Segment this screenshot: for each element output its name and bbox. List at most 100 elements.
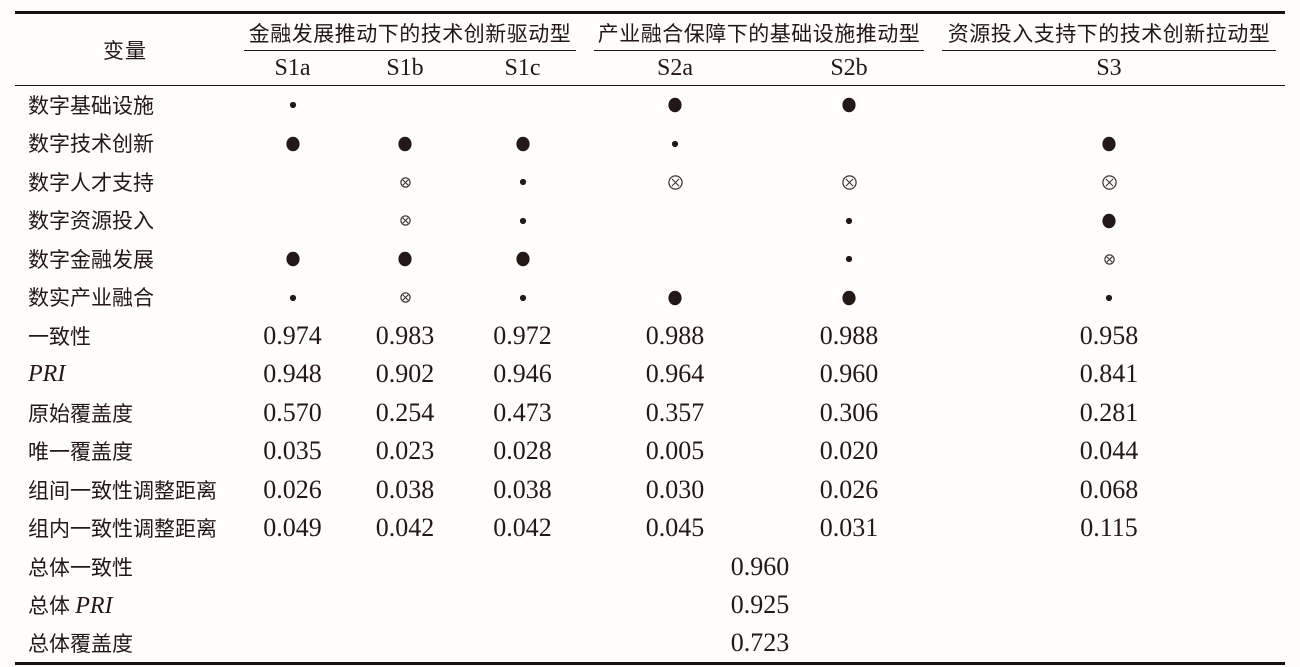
condition-cell-empty [765, 124, 933, 163]
peripheral-present-icon [519, 178, 526, 186]
condition-cell [765, 201, 933, 240]
condition-cell [585, 86, 765, 125]
row-label: 总体覆盖度 [15, 624, 235, 665]
condition-cell [933, 201, 1285, 240]
peripheral-present-icon [519, 217, 526, 224]
condition-cell [235, 124, 350, 163]
row-label: 一致性 [15, 317, 235, 356]
row-label-text: 唯一覆盖度 [28, 440, 133, 465]
summary-value: 0.925 [730, 590, 790, 620]
condition-cell [585, 124, 765, 163]
metric-value: 0.357 [645, 397, 705, 427]
condition-cell [350, 124, 460, 163]
metric-value: 0.983 [375, 320, 435, 350]
condition-cell [765, 278, 933, 317]
condition-row: 数实产业融合 [15, 278, 1285, 317]
condition-cell [235, 240, 350, 279]
condition-cell-empty [585, 240, 765, 279]
metric-row: 原始覆盖度 0.570 0.254 0.473 0.357 0.306 0.281 [15, 394, 1285, 433]
peripheral-present-icon [519, 294, 526, 301]
metric-value: 0.035 [263, 436, 322, 466]
row-label-text: PRI [75, 593, 113, 620]
metric-value: 0.473 [493, 397, 552, 427]
row-label: 数字技术创新 [15, 124, 235, 163]
condition-cell [350, 163, 460, 202]
row-label: 总体一致性 [15, 548, 235, 587]
summary-row: 总体 PRI 0.925 [15, 586, 1285, 625]
qca-configuration-table: 变量 金融发展推动下的技术创新驱动型 产业融合保障下的基础设施推动型 资源投入支… [15, 11, 1285, 665]
row-label: 唯一覆盖度 [15, 432, 235, 471]
metric-value: 0.974 [263, 320, 322, 350]
variable-column-header: 变量 [15, 11, 235, 86]
core-present-icon [842, 290, 856, 305]
metric-value: 0.281 [1079, 397, 1139, 427]
condition-cell [933, 163, 1285, 202]
peripheral-absent-icon [1103, 253, 1115, 265]
summary-value: 0.723 [235, 624, 1285, 665]
core-absent-icon [841, 174, 857, 190]
condition-cell [460, 163, 585, 202]
condition-cell-empty [350, 86, 460, 125]
row-label-text: 数字人才支持 [28, 170, 154, 195]
core-present-icon [285, 136, 300, 151]
group-header-s1: 金融发展推动下的技术创新驱动型 [235, 11, 585, 52]
core-present-icon [398, 251, 412, 267]
row-label-text: 数字资源投入 [28, 209, 154, 234]
metric-value: 0.841 [1079, 359, 1139, 389]
peripheral-absent-icon [399, 176, 411, 188]
metric-value: 0.958 [1079, 320, 1139, 350]
metric-value: 0.988 [819, 320, 879, 350]
core-present-icon [842, 98, 856, 113]
peripheral-present-icon [289, 294, 296, 301]
metric-value: 0.306 [819, 397, 879, 427]
core-absent-icon [1101, 174, 1117, 190]
metric-value: 0.972 [493, 320, 552, 350]
peripheral-absent-icon [399, 292, 411, 303]
metric-value: 0.045 [645, 513, 705, 543]
condition-cell-empty [933, 86, 1285, 125]
condition-row: 数字资源投入 [15, 201, 1285, 240]
metric-value: 0.946 [493, 359, 552, 389]
row-label: 原始覆盖度 [15, 394, 235, 433]
row-label: PRI [15, 355, 235, 394]
condition-row: 数字技术创新 [15, 124, 1285, 163]
peripheral-absent-icon [399, 215, 411, 226]
column-header-s2a: S2a [585, 51, 765, 86]
row-label-text: 数字基础设施 [28, 94, 154, 118]
metric-value: 0.570 [263, 397, 322, 427]
metric-value: 0.031 [819, 513, 879, 543]
condition-cell [765, 240, 933, 279]
group-header-s2: 产业融合保障下的基础设施推动型 [585, 11, 933, 52]
metric-value: 0.005 [645, 436, 705, 466]
condition-cell [585, 163, 765, 202]
row-label: 组内一致性调整距离 [15, 509, 235, 548]
summary-value: 0.960 [730, 551, 790, 581]
condition-cell [350, 278, 460, 317]
row-label-text: 总体一致性 [28, 555, 133, 580]
row-label-text: 总体覆盖度 [28, 632, 133, 656]
condition-cell [765, 163, 933, 202]
condition-cell [460, 124, 585, 163]
condition-cell [350, 201, 460, 240]
condition-cell [765, 86, 933, 125]
metric-row: 唯一覆盖度 0.035 0.023 0.028 0.005 0.020 0.044 [15, 432, 1285, 471]
row-label-text: 总体 [28, 594, 76, 619]
row-label-text: 数字技术创新 [28, 132, 154, 157]
row-label-text: 数实产业融合 [28, 286, 154, 311]
condition-cell [235, 278, 350, 317]
metric-value: 0.964 [645, 359, 705, 389]
condition-cell [350, 240, 460, 279]
core-present-icon [1102, 213, 1116, 228]
group-header-s3: 资源投入支持下的技术创新拉动型 [933, 11, 1285, 52]
metric-row: 一致性 0.974 0.983 0.972 0.988 0.988 0.958 [15, 317, 1285, 356]
condition-cell-empty [235, 201, 350, 240]
metric-value: 0.068 [1079, 474, 1139, 504]
peripheral-present-icon [845, 217, 853, 224]
row-label: 组间一致性调整距离 [15, 471, 235, 510]
column-header-s2b: S2b [765, 51, 933, 86]
metric-value: 0.026 [819, 474, 879, 504]
peripheral-present-icon [845, 255, 853, 263]
condition-cell [585, 278, 765, 317]
row-label-text: 数字金融发展 [28, 247, 154, 272]
column-header-s1c: S1c [460, 51, 585, 86]
